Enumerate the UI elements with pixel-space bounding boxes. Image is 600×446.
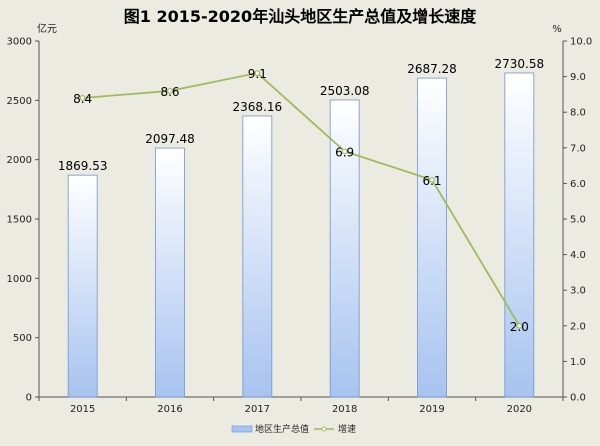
bar-value-label: 2687.28 (407, 62, 457, 76)
bar-series: 1869.53 2097.48 2368.16 2503.08 2687.28 2730.… (58, 57, 545, 398)
line-value-label: 9.1 (248, 67, 267, 81)
line-value-label: 2.0 (510, 320, 529, 334)
right-tick-label: 6.0 (570, 179, 586, 190)
bar (155, 147, 185, 398)
line-point (516, 322, 523, 329)
left-tick-label: 2000 (7, 155, 32, 166)
bar-value-label: 2730.58 (495, 57, 545, 71)
growth-line (82, 72, 521, 327)
right-axis-unit: % (552, 24, 562, 35)
right-tick-label: 8.0 (570, 108, 586, 119)
bar-value-label: 1869.53 (58, 159, 108, 173)
bar (242, 115, 273, 398)
left-tick-label: 3000 (7, 37, 32, 48)
legend-swatch-bar (231, 425, 253, 433)
left-tick-label: 1000 (7, 274, 32, 285)
x-tick-label: 2015 (70, 404, 95, 415)
line-point (79, 95, 86, 101)
x-tick-label: 2020 (507, 404, 532, 415)
right-tick-label: 10.0 (570, 37, 592, 48)
line-value-label: 6.1 (422, 174, 441, 188)
x-tick-label: 2018 (332, 404, 357, 415)
legend-marker-line (321, 426, 327, 432)
legend-label-line: 增速 (338, 423, 356, 435)
right-tick-label: 7.0 (570, 143, 586, 154)
right-tick-label: 9.0 (570, 72, 586, 83)
line-point (429, 176, 435, 183)
bar-value-label: 2368.16 (233, 100, 283, 114)
right-tick-label: 5.0 (570, 215, 586, 226)
left-tick-label: 1500 (7, 215, 32, 226)
left-axis-unit: 亿元 (37, 22, 57, 35)
x-tick-label: 2019 (419, 404, 444, 415)
line-series: 8.4 8.6 9.1 6.9 6.1 2.0 (73, 67, 529, 334)
legend-label-bar: 地区生产总值 (255, 423, 309, 435)
line-value-label: 8.4 (73, 92, 92, 106)
left-tick-label: 0 (26, 393, 32, 404)
right-tick-label: 4.0 (570, 250, 586, 261)
left-tick-label: 2500 (7, 96, 32, 107)
right-tick-label: 0.0 (570, 393, 586, 404)
axes: 0 500 1000 1500 2000 2500 3000 0.0 1.0 2.0 3.0 4.0 5… (7, 37, 593, 416)
legend: 地区生产总值 增速 (231, 423, 356, 435)
bar-value-label: 2097.48 (145, 132, 195, 146)
line-point (167, 87, 173, 94)
x-tick-label: 2017 (245, 404, 270, 415)
chart-title: 图1 2015-2020年汕头地区生产总值及增长速度 (124, 7, 477, 26)
bar (417, 77, 447, 398)
bar (504, 72, 535, 398)
line-value-label: 8.6 (160, 85, 179, 99)
left-tick-label: 500 (13, 333, 32, 344)
bar (67, 174, 98, 398)
right-tick-label: 3.0 (570, 286, 586, 297)
line-point (341, 148, 348, 155)
right-tick-label: 1.0 (570, 357, 586, 368)
line-value-label: 6.9 (335, 145, 354, 159)
x-tick-label: 2016 (157, 404, 182, 415)
right-tick-label: 2.0 (570, 321, 586, 332)
bar-value-label: 2503.08 (320, 84, 370, 98)
line-point (254, 70, 261, 76)
